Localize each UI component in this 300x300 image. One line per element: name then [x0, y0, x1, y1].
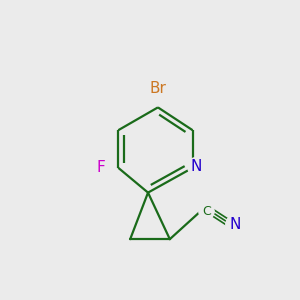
Text: N: N [230, 217, 241, 232]
Text: Br: Br [149, 81, 167, 96]
Text: N: N [190, 159, 202, 174]
Text: C: C [202, 205, 211, 218]
Text: F: F [96, 160, 105, 175]
